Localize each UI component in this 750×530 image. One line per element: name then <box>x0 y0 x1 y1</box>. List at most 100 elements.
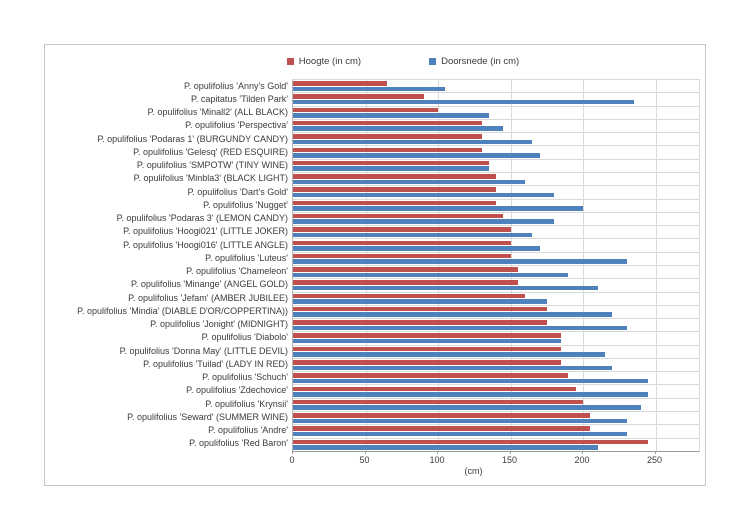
category-label: P. opulifolius 'Chameleon' <box>186 266 288 277</box>
plot-area <box>292 79 700 452</box>
bar-hoogte <box>293 346 562 352</box>
x-tick-mark <box>509 451 511 454</box>
bar-hoogte <box>293 134 482 139</box>
bar-row <box>293 226 699 240</box>
bar-doorsnede <box>293 179 525 185</box>
category-label: P. opulifolius 'Minange' (ANGEL GOLD) <box>130 279 288 290</box>
bar-doorsnede <box>293 232 533 238</box>
bar-row <box>293 439 699 451</box>
bar-doorsnede <box>293 99 634 105</box>
chart-legend: Hoogte (in cm) Doorsnede (in cm) <box>73 53 733 69</box>
bar-row <box>293 213 699 227</box>
x-tick-label: 200 <box>574 455 590 465</box>
category-label: P. opulifolius 'Donna May' (LITTLE DEVIL… <box>119 345 288 356</box>
bar-doorsnede <box>293 392 649 397</box>
bar-doorsnede <box>293 418 627 424</box>
bar-doorsnede <box>293 206 583 211</box>
bar-row <box>293 253 699 266</box>
bar-row <box>293 319 699 333</box>
bar-hoogte <box>293 306 547 312</box>
bar-doorsnede <box>293 365 612 371</box>
bar-hoogte <box>293 320 547 325</box>
x-tick-mark <box>437 451 438 454</box>
x-tick-mark <box>582 451 583 454</box>
legend-item-doorsnede: Doorsnede (in cm) <box>429 56 519 67</box>
category-label: P. opulifolius 'Krynsii' <box>205 398 288 409</box>
bar-doorsnede <box>293 312 612 317</box>
bar-hoogte <box>293 373 569 378</box>
category-label: P. opulifolius 'Nugget' <box>203 199 288 210</box>
bar-doorsnede <box>293 113 489 118</box>
bar-row <box>293 107 699 120</box>
bar-hoogte <box>293 227 511 232</box>
category-label: P. opulifolius 'Jefam' (AMBER JUBILEE) <box>128 292 288 303</box>
bar-row <box>293 372 699 386</box>
category-axis: P. opulifolius 'Anny's Gold' P. capitatus… <box>45 79 288 450</box>
bar-doorsnede <box>293 139 533 145</box>
bar-hoogte <box>293 293 525 299</box>
bar-row <box>293 399 699 413</box>
bar-hoogte <box>293 187 496 192</box>
legend-swatch-icon <box>286 57 294 65</box>
bar-hoogte <box>293 413 591 418</box>
bar-row <box>293 146 699 160</box>
category-label: P. opulifolius 'Red Baron' <box>189 438 288 449</box>
x-tick-mark <box>654 451 656 454</box>
bar-row <box>293 120 699 134</box>
x-tick-label: 50 <box>359 455 370 465</box>
bar-hoogte <box>293 253 511 259</box>
legend-label: Doorsnede (in cm) <box>441 55 520 67</box>
bar-row <box>293 412 699 426</box>
bar-row <box>293 346 699 359</box>
bar-hoogte <box>293 426 591 431</box>
bar-rows <box>293 80 699 451</box>
bar-doorsnede <box>293 338 562 344</box>
category-label: P. opulifolius 'Hoogi021' (LITTLE JOKER) <box>123 226 288 237</box>
category-label: P. opulifolius 'Minall2' (ALL BLACK) <box>147 107 288 118</box>
bar-row <box>293 266 699 280</box>
category-label: P. opulifolius 'Anny's Gold' <box>183 80 288 91</box>
bar-doorsnede <box>293 445 598 450</box>
bar-doorsnede <box>293 352 605 357</box>
category-label: P. opulifolius 'Perspectiva' <box>185 120 288 131</box>
bar-row <box>293 200 699 213</box>
bar-row <box>293 239 699 253</box>
legend-item-hoogte: Hoogte (in cm) <box>286 56 361 67</box>
bar-doorsnede <box>293 285 598 291</box>
category-label: P. opulifolius 'SMPOTW' (TINY WINE) <box>136 160 288 171</box>
category-label: P. opulifolius 'Jonight' (MIDNIGHT) <box>150 319 288 330</box>
category-label: P. opulifolius 'Podaras 3' (LEMON CANDY) <box>116 213 288 224</box>
bar-doorsnede <box>293 405 641 410</box>
bar-doorsnede <box>293 219 554 224</box>
x-axis-title: (cm) <box>464 466 483 476</box>
bar-row <box>293 186 699 200</box>
category-label: P. opulifolius 'Diabolo' <box>201 332 288 343</box>
category-label: P. capitatus 'Tilden Park' <box>191 93 288 104</box>
bar-row <box>293 306 699 320</box>
bar-hoogte <box>293 360 562 365</box>
bar-hoogte <box>293 240 511 246</box>
bar-hoogte <box>293 174 496 179</box>
bar-hoogte <box>293 333 562 338</box>
bar-hoogte <box>293 81 388 86</box>
bar-row <box>293 173 699 187</box>
bar-row <box>293 293 699 306</box>
category-label: P. opulifolius 'Tuilad' (LADY IN RED) <box>143 358 288 369</box>
category-label: P. opulifolius 'Podaras 1' (BURGUNDY CAN… <box>97 133 288 144</box>
category-label: P. opulifolius 'Zdechovice' <box>186 385 288 396</box>
bar-doorsnede <box>293 126 504 131</box>
bar-row <box>293 359 699 373</box>
bar-hoogte <box>293 439 649 445</box>
bar-doorsnede <box>293 431 627 437</box>
bar-hoogte <box>293 107 438 113</box>
category-label: P. opulifolius 'Gelesq' (RED ESQUIRE) <box>133 146 288 157</box>
bar-doorsnede <box>293 192 554 198</box>
bar-doorsnede <box>293 246 540 251</box>
bar-row <box>293 332 699 346</box>
bar-hoogte <box>293 94 424 99</box>
category-label: P. opulifolius 'Dart's Gold' <box>187 186 288 197</box>
bar-doorsnede <box>293 259 627 264</box>
x-tick-label: 250 <box>646 455 663 465</box>
category-label: P. opulifolius 'Minbla3' (BLACK LIGHT) <box>133 173 288 184</box>
